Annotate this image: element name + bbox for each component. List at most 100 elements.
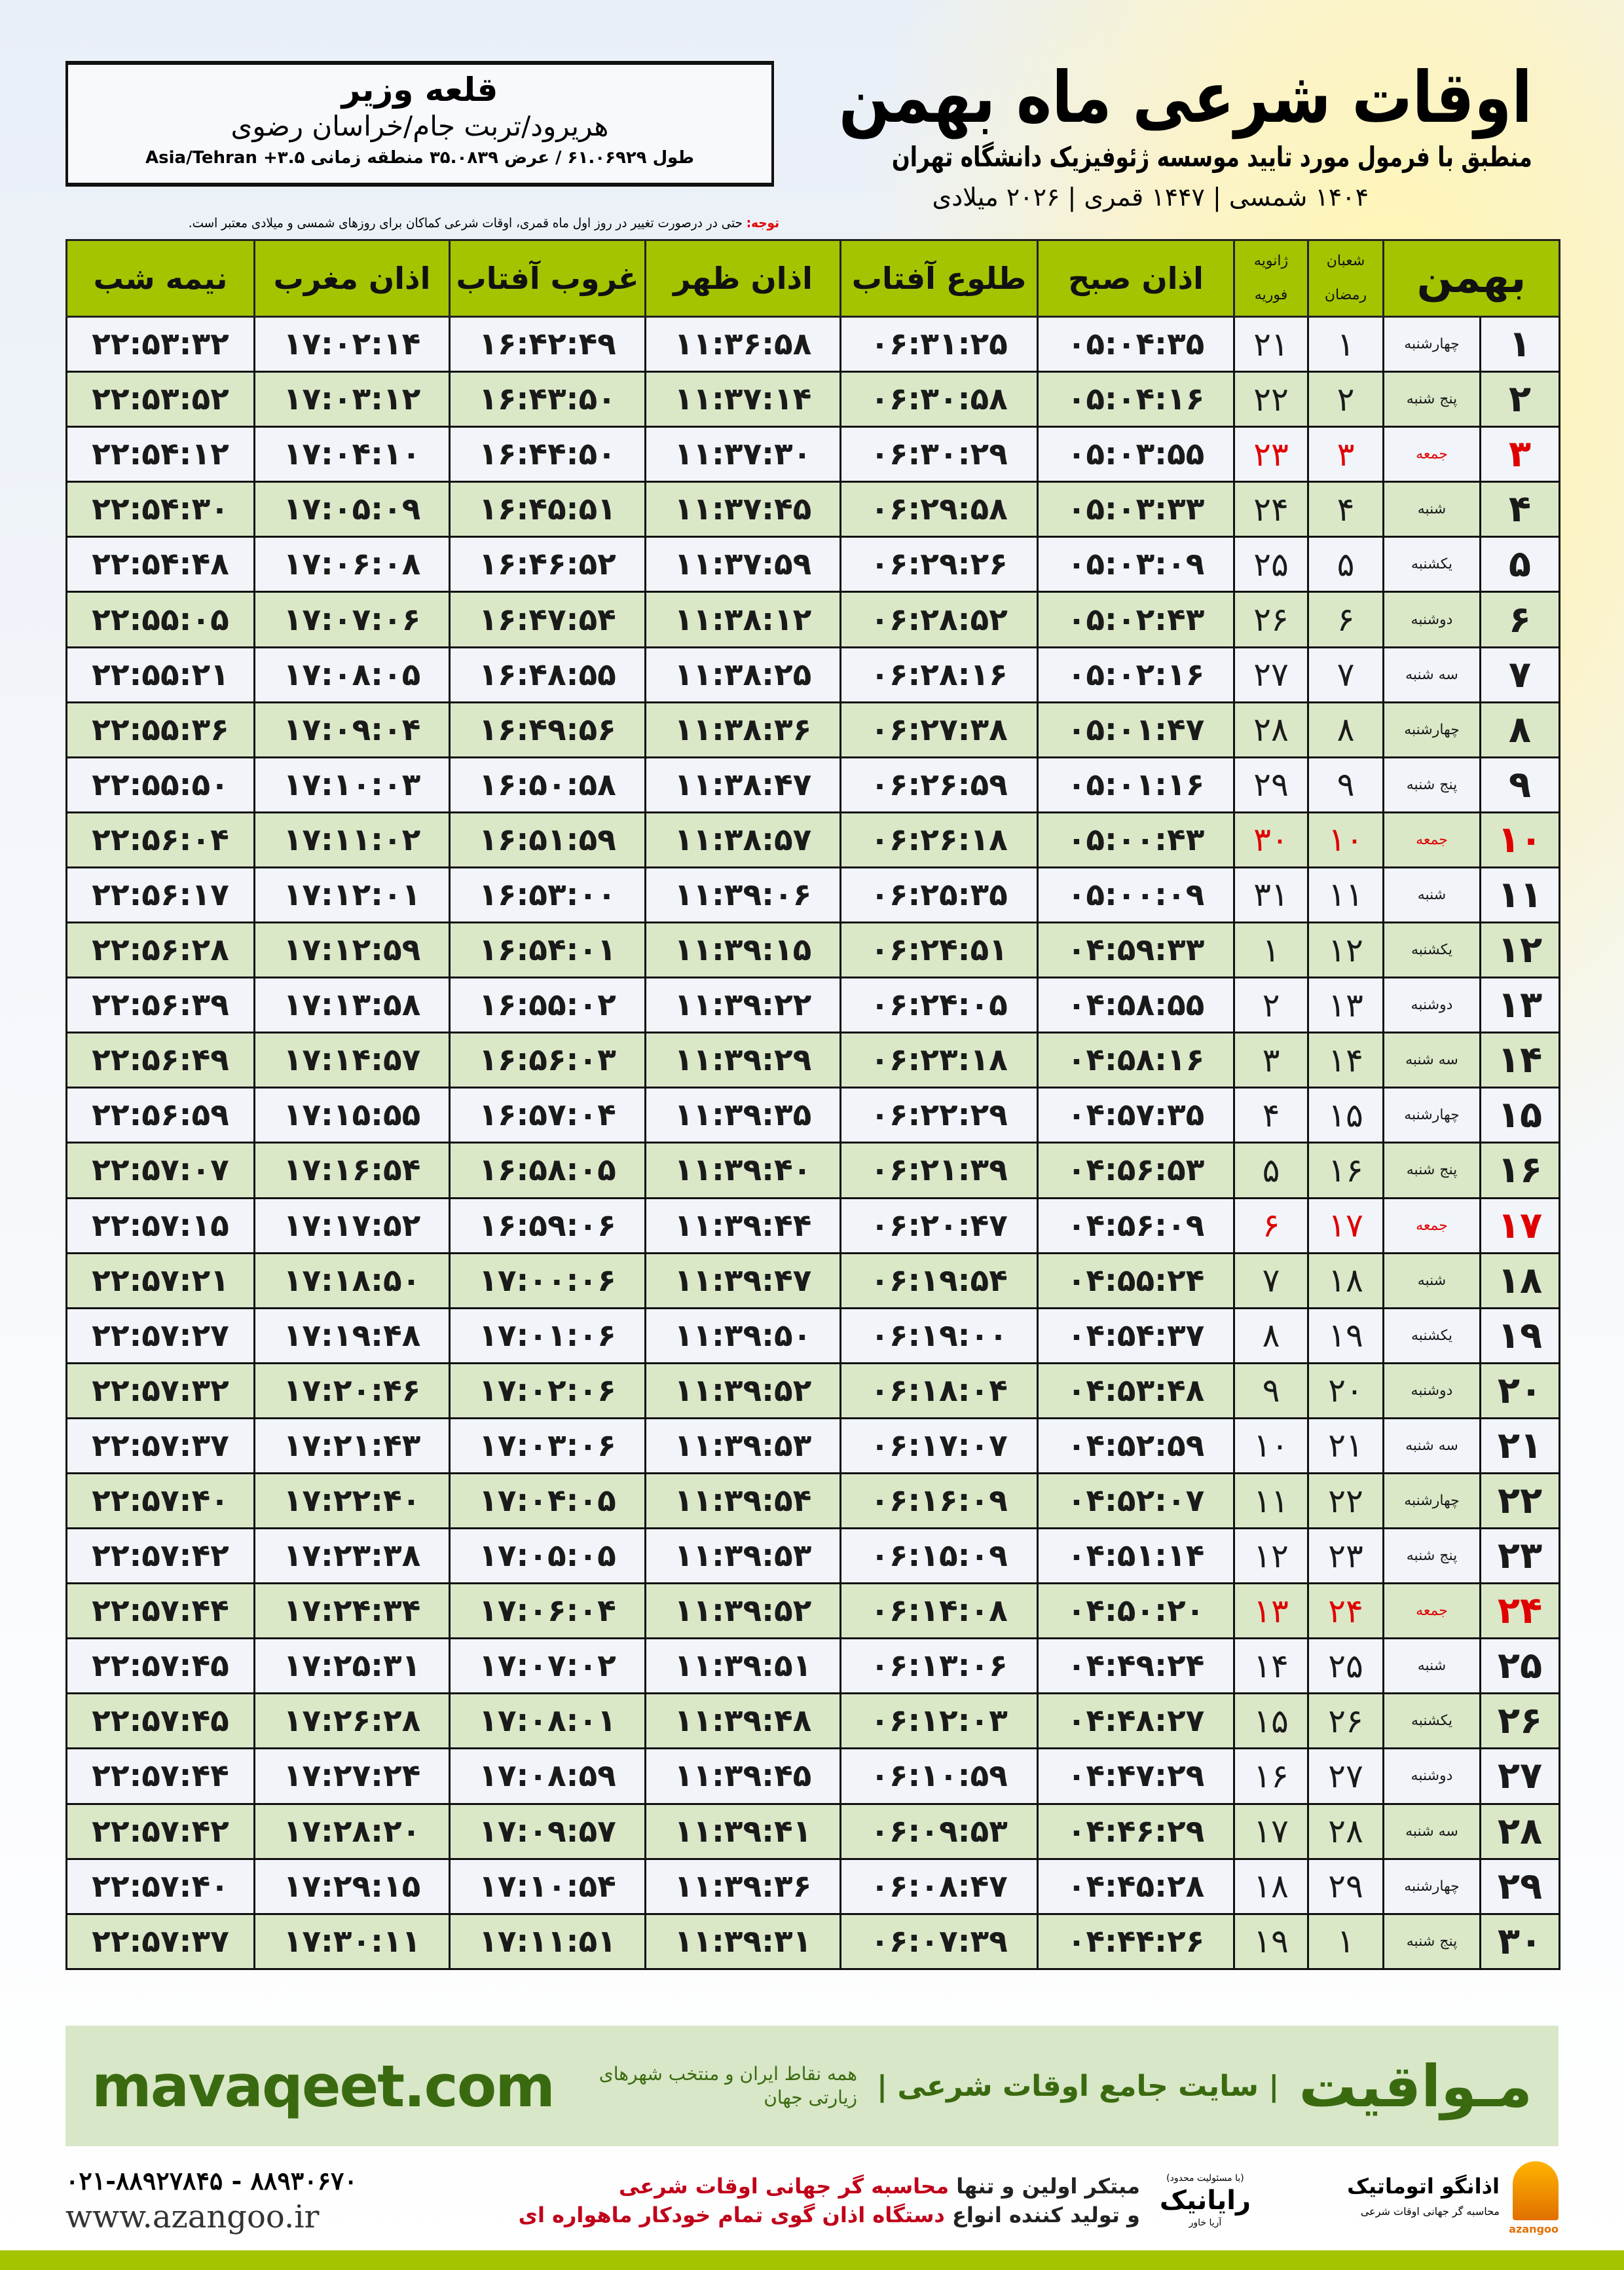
maghrib-time: ۱۷:۲۱:۴۳ — [253, 1417, 451, 1474]
promo-2b: دستگاه اذان گوی تمام خودکار ماهواره ای — [518, 2203, 945, 2227]
maghrib-time: ۱۷:۲۰:۴۶ — [253, 1362, 451, 1419]
table-row: ۱۳ دوشنبه ۱۳ ۲ ۰۴:۵۸:۵۵ ۰۶:۲۴:۰۵ ۱۱:۳۹:۲۲ ۱۶:۵۵… — [65, 977, 1560, 1034]
sunrise-time: ۰۶:۲۳:۱۸ — [840, 1032, 1039, 1089]
weekday: سه شنبه — [1382, 646, 1481, 703]
minaret-icon — [1513, 2161, 1559, 2220]
header-gregorian: ژانویه فوریه — [1233, 239, 1309, 318]
day-number: ۱۳ — [1479, 977, 1560, 1034]
maghrib-time: ۱۷:۱۹:۴۸ — [253, 1307, 451, 1364]
fajr-time: ۰۵:۰۴:۱۶ — [1037, 371, 1235, 428]
maghrib-time: ۱۷:۰۵:۰۹ — [253, 481, 451, 538]
gregorian-day: ۲۶ — [1233, 591, 1309, 648]
day-number: ۲۲ — [1479, 1472, 1560, 1530]
hijri-day: ۶ — [1307, 591, 1384, 648]
sunrise-time: ۰۶:۲۰:۴۷ — [840, 1197, 1039, 1254]
sunrise-time: ۰۶:۰۸:۴۷ — [840, 1857, 1039, 1915]
maghrib-time: ۱۷:۲۳:۳۸ — [253, 1527, 451, 1585]
hijri-day: ۲ — [1307, 371, 1384, 428]
midnight-time: ۲۲:۵۷:۴۴ — [65, 1747, 255, 1805]
hijri-day: ۱۴ — [1307, 1032, 1384, 1089]
sunset-time: ۱۶:۴۷:۵۴ — [449, 591, 646, 648]
maghrib-time: ۱۷:۱۲:۵۹ — [253, 921, 451, 979]
weekday: چهارشنبه — [1382, 701, 1481, 758]
day-number: ۸ — [1479, 701, 1560, 758]
table-row: ۱۷ جمعه ۱۷ ۶ ۰۴:۵۶:۰۹ ۰۶:۲۰:۴۷ ۱۱:۳۹:۴۴ ۱۶:۵۹:۰… — [65, 1197, 1560, 1254]
page-title: اوقات شرعی ماه بهمن — [839, 57, 1532, 139]
sunrise-time: ۰۶:۱۸:۰۴ — [840, 1362, 1039, 1419]
dhuhr-time: ۱۱:۳۸:۲۵ — [644, 646, 841, 703]
gregorian-day: ۱۶ — [1233, 1747, 1309, 1805]
sunrise-time: ۰۶:۲۴:۰۵ — [840, 977, 1039, 1034]
weekday: جمعه — [1382, 811, 1481, 868]
day-number: ۵ — [1479, 536, 1560, 593]
sunrise-time: ۰۶:۱۹:۵۴ — [840, 1252, 1039, 1309]
maghrib-time: ۱۷:۱۱:۰۲ — [253, 811, 451, 868]
weekday: چهارشنبه — [1382, 1857, 1481, 1915]
location-box: قلعه وزیر هریرود/تربت جام/خراسان رضوی طو… — [65, 61, 774, 187]
fajr-time: ۰۴:۵۸:۵۵ — [1037, 977, 1235, 1034]
weekday: شنبه — [1382, 481, 1481, 538]
dhuhr-time: ۱۱:۳۹:۲۲ — [644, 977, 841, 1034]
table-row: ۲۳ پنج شنبه ۲۳ ۱۲ ۰۴:۵۱:۱۴ ۰۶:۱۵:۰۹ ۱۱:۳۹:۵۳ ۱۷… — [65, 1527, 1560, 1585]
azangoo-sub: محاسبه گر جهانی اوقات شرعی — [1360, 2205, 1500, 2218]
sunset-time: ۱۷:۰۹:۵۷ — [449, 1802, 646, 1860]
day-number: ۲۹ — [1479, 1857, 1560, 1915]
dhuhr-time: ۱۱:۳۹:۵۲ — [644, 1362, 841, 1419]
weekday: چهارشنبه — [1382, 1472, 1481, 1530]
dhuhr-time: ۱۱:۳۷:۵۹ — [644, 536, 841, 593]
midnight-time: ۲۲:۵۷:۴۲ — [65, 1527, 255, 1585]
maghrib-time: ۱۷:۰۸:۰۵ — [253, 646, 451, 703]
day-number: ۱۶ — [1479, 1142, 1560, 1199]
sunset-time: ۱۷:۰۰:۰۶ — [449, 1252, 646, 1309]
hijri-day: ۱۳ — [1307, 977, 1384, 1034]
sunset-time: ۱۶:۴۹:۵۶ — [449, 701, 646, 758]
page-subtitle: منطبق با فرمول مورد تایید موسسه ژئوفیزیک… — [892, 141, 1532, 173]
sunset-time: ۱۶:۴۲:۴۹ — [449, 315, 646, 373]
hijri-day: ۱۱ — [1307, 866, 1384, 924]
sunrise-time: ۰۶:۲۱:۳۹ — [840, 1142, 1039, 1199]
gregorian-day: ۱۵ — [1233, 1692, 1309, 1750]
sunrise-time: ۰۶:۲۴:۵۱ — [840, 921, 1039, 979]
sunrise-time: ۰۶:۲۶:۵۹ — [840, 756, 1039, 813]
maghrib-time: ۱۷:۲۷:۲۴ — [253, 1747, 451, 1805]
site-url[interactable]: mavaqeet.com — [92, 2052, 555, 2120]
sunset-time: ۱۶:۵۴:۰۱ — [449, 921, 646, 979]
day-number: ۱۴ — [1479, 1032, 1560, 1089]
maghrib-time: ۱۷:۱۸:۵۰ — [253, 1252, 451, 1309]
azangoo-url[interactable]: www.azangoo.ir — [65, 2199, 320, 2235]
sunset-time: ۱۷:۰۸:۵۹ — [449, 1747, 646, 1805]
sunset-time: ۱۶:۵۹:۰۶ — [449, 1197, 646, 1254]
gregorian-day: ۴ — [1233, 1087, 1309, 1144]
sunset-time: ۱۶:۴۵:۵۱ — [449, 481, 646, 538]
dhuhr-time: ۱۱:۳۹:۴۰ — [644, 1142, 841, 1199]
header-dhuhr: اذان ظهر — [644, 239, 841, 318]
table-row: ۲۶ یکشنبه ۲۶ ۱۵ ۰۴:۴۸:۲۷ ۰۶:۱۲:۰۳ ۱۱:۳۹:۴۸ ۱۷:۰… — [65, 1692, 1560, 1750]
fajr-time: ۰۴:۵۳:۴۸ — [1037, 1362, 1235, 1419]
day-number: ۱۵ — [1479, 1087, 1560, 1144]
gregorian-day: ۷ — [1233, 1252, 1309, 1309]
sunrise-time: ۰۶:۲۶:۱۸ — [840, 811, 1039, 868]
table-row: ۱ چهارشنبه ۱ ۲۱ ۰۵:۰۴:۳۵ ۰۶:۳۱:۲۵ ۱۱:۳۶:۵۸ ۱۶:۴… — [65, 315, 1560, 373]
table-row: ۱۲ یکشنبه ۱۲ ۱ ۰۴:۵۹:۳۳ ۰۶:۲۴:۵۱ ۱۱:۳۹:۱۵ ۱۶:۵۴… — [65, 921, 1560, 979]
midnight-time: ۲۲:۵۳:۵۲ — [65, 371, 255, 428]
gregorian-day: ۳۱ — [1233, 866, 1309, 924]
fajr-time: ۰۴:۴۸:۲۷ — [1037, 1692, 1235, 1750]
dhuhr-time: ۱۱:۳۹:۴۸ — [644, 1692, 841, 1750]
coordinates: طول ۶۱.۰۶۹۲۹ / عرض ۳۵.۰۸۳۹ منطقه زمانی ۳… — [145, 148, 694, 168]
weekday: پنج شنبه — [1382, 756, 1481, 813]
table-row: ۶ دوشنبه ۶ ۲۶ ۰۵:۰۲:۴۳ ۰۶:۲۸:۵۲ ۱۱:۳۸:۱۲ ۱۶:۴۷:… — [65, 591, 1560, 648]
hijri-day: ۱۹ — [1307, 1307, 1384, 1364]
hijri-day: ۲۷ — [1307, 1747, 1384, 1805]
day-number: ۹ — [1479, 756, 1560, 813]
day-number: ۲۸ — [1479, 1802, 1560, 1860]
fajr-time: ۰۴:۵۲:۵۹ — [1037, 1417, 1235, 1474]
header-hijri-bottom: رمضان — [1324, 287, 1367, 303]
gregorian-day: ۱۳ — [1233, 1582, 1309, 1640]
hijri-day: ۲۱ — [1307, 1417, 1384, 1474]
sunset-time: ۱۶:۵۱:۵۹ — [449, 811, 646, 868]
day-number: ۲۶ — [1479, 1692, 1560, 1750]
hijri-day: ۲۴ — [1307, 1582, 1384, 1640]
sunrise-time: ۰۶:۳۰:۲۹ — [840, 426, 1039, 483]
gregorian-day: ۲۲ — [1233, 371, 1309, 428]
fajr-time: ۰۵:۰۲:۱۶ — [1037, 646, 1235, 703]
